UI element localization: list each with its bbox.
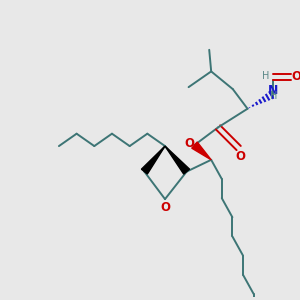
Text: O: O: [184, 137, 194, 150]
Text: O: O: [235, 150, 245, 163]
Text: H: H: [262, 71, 269, 81]
Polygon shape: [141, 146, 165, 174]
Polygon shape: [192, 142, 211, 160]
Text: O: O: [291, 70, 300, 83]
Text: N: N: [268, 84, 278, 97]
Text: O: O: [160, 202, 170, 214]
Polygon shape: [165, 146, 190, 174]
Text: H: H: [270, 92, 278, 101]
